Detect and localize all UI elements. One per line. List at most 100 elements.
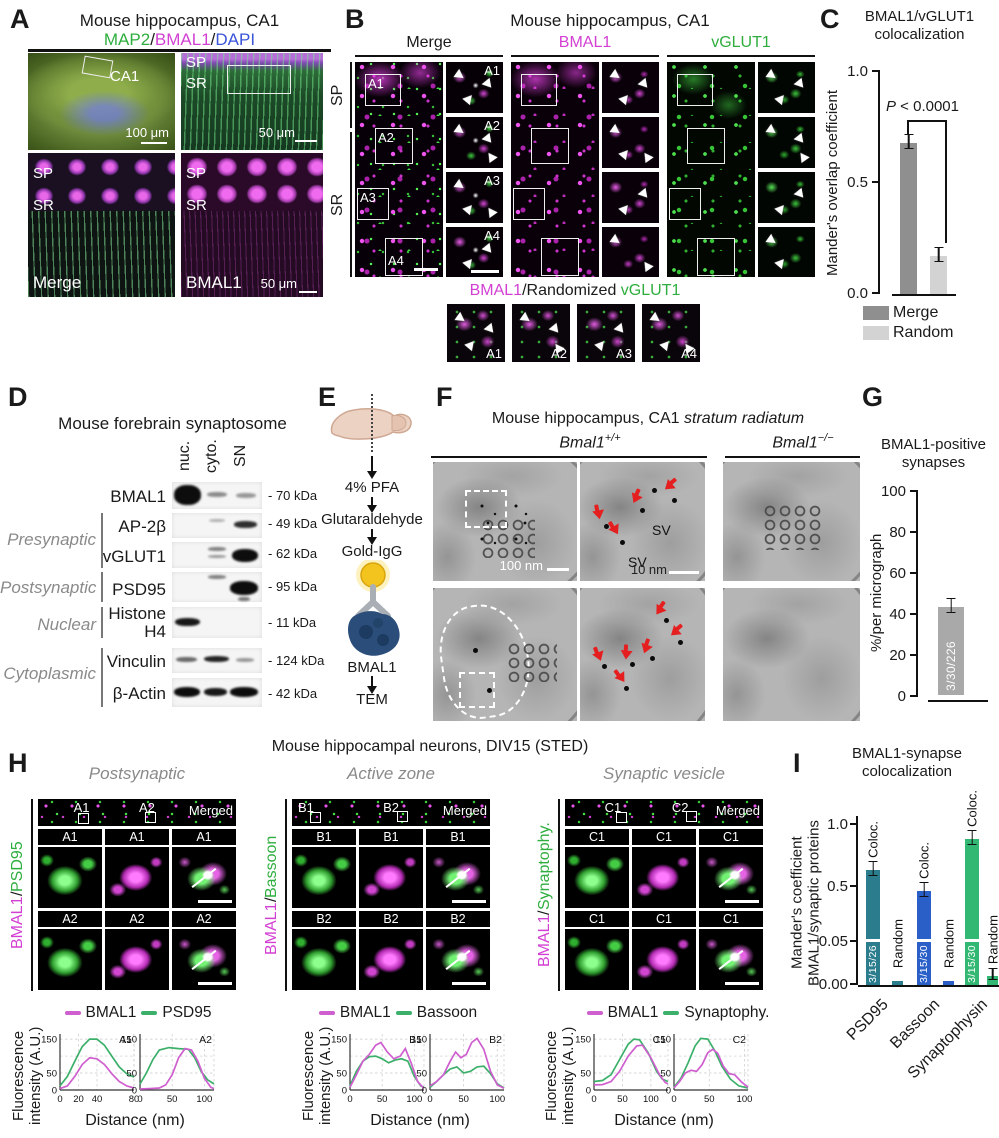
sted-merged [172,847,236,908]
tick-mark [872,70,878,72]
sp-label: SP [186,54,207,71]
group-postsynaptic: Postsynaptic [0,578,97,597]
kda-label: - 42 kDa [268,686,318,701]
legend-group3: BMAL1 Synaptophy. [572,1004,784,1022]
arrowhead-icon [453,178,467,193]
sr-label: SR [186,75,207,92]
bmal1-image: SP SR BMAL1 50 μm [181,153,323,297]
randomized-image-a1: A1 [447,304,505,362]
tick-mark [850,940,856,942]
group3-bracket [558,799,560,991]
svg-text:150: 150 [411,1035,427,1046]
merge-main-image: A1 A2 A3 A4 [355,62,443,277]
profile-line [191,867,217,888]
panel-i-ylabel-1: Mander's coefficient [788,836,806,969]
sted-green [292,929,356,990]
sp-label: SP [33,165,54,182]
group1-side-label: BMAL1/PSD95 [8,799,28,991]
panel-e-letter: E [318,382,337,412]
band [175,618,200,626]
scalebar [141,141,167,144]
red-arrow-icon [627,487,646,507]
band [230,581,258,595]
svg-text:0: 0 [52,1086,57,1097]
zoom-region-box [465,490,507,528]
gold-particle [652,488,657,493]
scalebar-label: 10 nm [630,562,667,577]
kda-label: - 70 kDa [268,488,318,503]
panel-f-title: Mouse hippocampus, CA1 stratum radiatum [448,410,848,428]
down-arrow-icon [367,456,377,479]
p-bracket [945,120,947,243]
ytick: 1.0 [847,63,868,80]
partner-dash-icon [663,1011,680,1015]
svg-text:50: 50 [377,1094,388,1105]
scalebar [669,571,699,574]
scalebar-label: 100 μm [125,125,169,140]
roi-box [677,74,713,106]
random-label: Random [890,919,905,969]
col-vglut1-header: vGLUT1 [711,34,771,51]
p-symbol: P [886,98,897,115]
legend-group1: BMAL1 PSD95 [48,1004,228,1022]
band [208,555,226,558]
panel-d-title: Mouse forebrain synaptosome [58,414,287,433]
strip-roi2-box [685,811,697,822]
roi-box [521,74,557,106]
panel-d-letter: D [8,382,28,412]
svg-text:0: 0 [57,1094,62,1105]
bmal1-main-image [511,62,599,277]
band [234,521,257,528]
blot-bmal1 [172,482,262,509]
panel-i-title1: BMAL1-synapse [851,745,963,762]
ytick: 100 [880,483,906,500]
arrowhead-icon [453,123,467,138]
group2-subtitle: Active zone [347,764,435,783]
roi-box-a2: A2 [375,128,413,164]
arrowhead-icon [649,312,663,326]
tick-mark [850,983,856,985]
gene: Bmal1 [772,434,818,452]
panel-a-stain-line: MAP2/BMAL1/DAPI [28,30,331,50]
group3-side-label: BMAL1/Synaptophy. [535,799,555,991]
svg-text:150: 150 [121,1035,137,1046]
panel-c-yaxis [878,70,880,294]
roi-box [513,188,545,220]
arrowhead-icon [593,337,608,352]
row-label: A2 [172,911,236,927]
svg-text:50: 50 [704,1094,715,1105]
arrowhead-icon [454,312,468,326]
band [176,657,197,662]
svg-text:150: 150 [331,1035,347,1046]
randomized-title: BMAL1/Randomized vGLUT1 [400,282,750,300]
randomized-image-a4: A4 [642,304,700,362]
row-label: B1 [359,829,423,845]
svg-text:0: 0 [132,1086,137,1097]
legend-bmal1: BMAL1 [339,1004,391,1021]
svg-text:0: 0 [427,1094,432,1105]
merge-image: SP SR Merge [28,153,175,297]
svg-text:C1: C1 [653,1034,667,1046]
panel-g-ylabel: %/per micrograph [868,533,885,652]
profile-plot-c2: 0 50 150 0 50 100 C2 [655,1034,752,1105]
red-arrow-icon [666,620,687,640]
panel-c-title2: colocalization [874,26,965,43]
band [232,549,258,562]
group3-merged-strip: C1 C2 Merged [565,799,763,826]
arrowhead-icon [481,133,492,145]
strip-roi1-box [616,812,628,823]
kda-label: - 62 kDa [268,546,318,561]
side-sep: / [536,910,553,915]
coloc-label: Coloc. [916,841,932,879]
group-bracket [101,607,103,638]
profile-plot-b1: 0 50 150 0 50 100 B1 [331,1034,425,1105]
legend-partner: PSD95 [162,1004,212,1021]
protein-label: Vinculin [106,652,166,671]
merge-label: Merge [33,273,82,292]
svg-text:100: 100 [489,1094,505,1105]
sted-merged [426,929,490,990]
synaptic-vesicles [507,642,557,682]
arrowhead-icon [793,78,804,90]
lane-sn: SN [232,444,249,468]
vglut1-inset [758,227,815,277]
